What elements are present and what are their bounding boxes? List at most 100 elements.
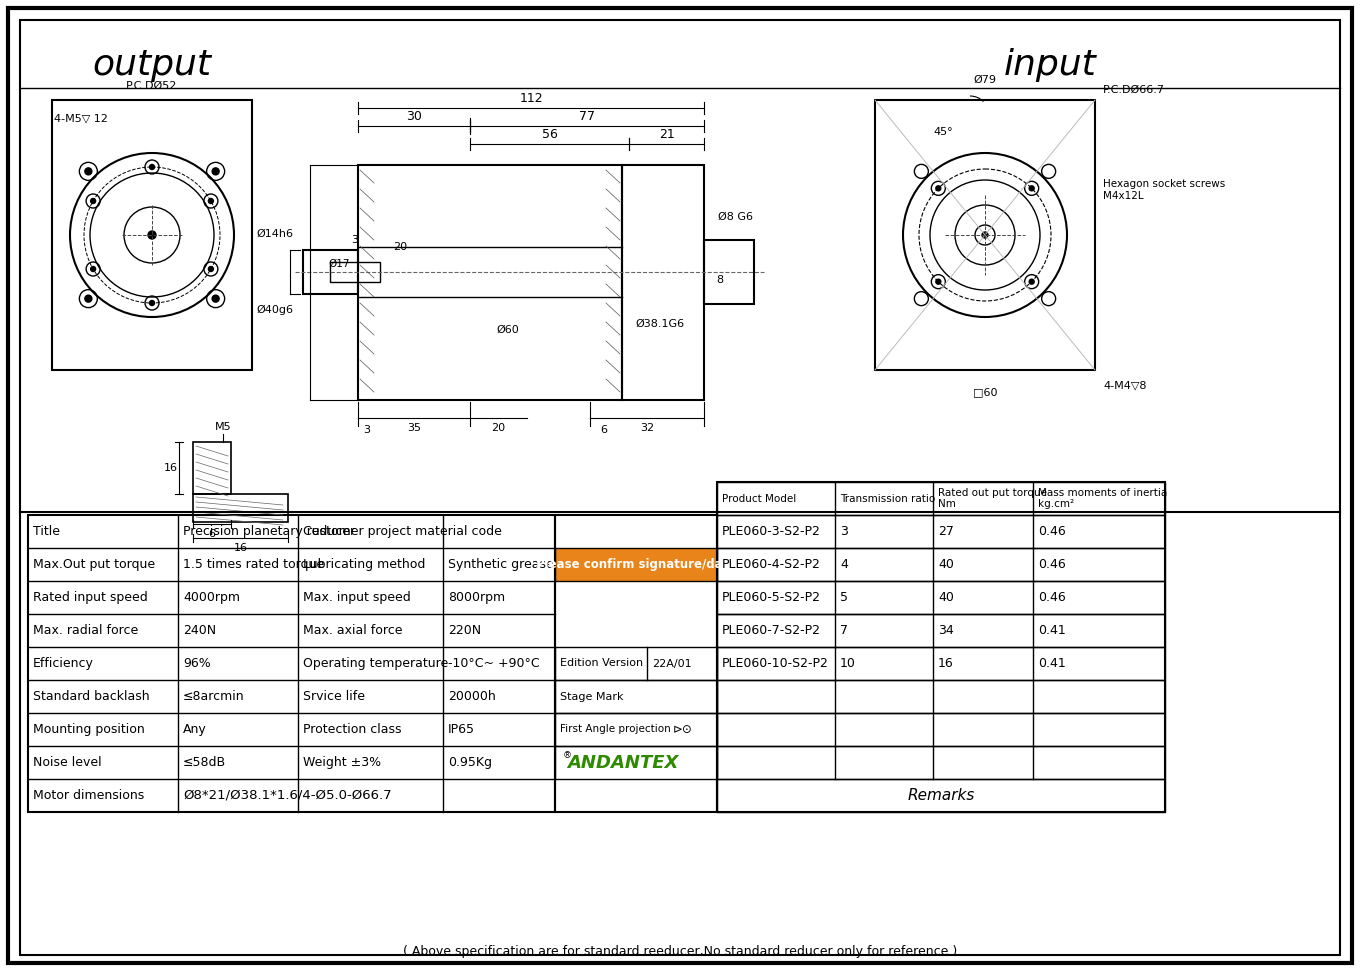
Bar <box>193 494 288 522</box>
Text: ≤58dB: ≤58dB <box>184 756 226 769</box>
Text: Customer project material code: Customer project material code <box>303 525 502 538</box>
Text: 220N: 220N <box>447 624 481 637</box>
Text: PLE060-10-S2-P2: PLE060-10-S2-P2 <box>722 657 828 670</box>
Circle shape <box>212 295 219 302</box>
Text: 3: 3 <box>363 425 370 435</box>
Circle shape <box>91 198 95 204</box>
Text: 56: 56 <box>541 128 558 142</box>
Text: Noise level: Noise level <box>33 756 102 769</box>
Bar <box>622 165 704 400</box>
Bar <box>704 240 753 304</box>
Text: 240N: 240N <box>184 624 216 637</box>
Bar <box>717 746 1166 779</box>
Circle shape <box>936 185 941 191</box>
Bar <box>358 165 622 400</box>
Bar <box>717 581 1166 614</box>
Text: 0.46: 0.46 <box>1038 591 1066 604</box>
Text: ( Above specification are for standard reeducer,No standard reducer only for ref: ( Above specification are for standard r… <box>403 946 957 958</box>
Text: 8000rpm: 8000rpm <box>447 591 505 604</box>
Circle shape <box>1030 280 1034 285</box>
Text: PLE060-3-S2-P2: PLE060-3-S2-P2 <box>722 525 821 538</box>
Text: Mass moments of inertia
kg.cm²: Mass moments of inertia kg.cm² <box>1038 487 1167 510</box>
Text: 5: 5 <box>840 591 849 604</box>
Text: 0.41: 0.41 <box>1038 624 1066 637</box>
Circle shape <box>208 198 214 204</box>
Bar <box>717 515 1166 548</box>
Circle shape <box>982 232 987 238</box>
Text: Max.Out put torque: Max.Out put torque <box>33 558 155 571</box>
Text: Weight ±3%: Weight ±3% <box>303 756 381 769</box>
Text: PLE060-7-S2-P2: PLE060-7-S2-P2 <box>722 624 821 637</box>
Text: 77: 77 <box>579 111 596 123</box>
Bar <box>555 548 717 581</box>
Text: Mounting position: Mounting position <box>33 723 144 736</box>
Text: Rated input speed: Rated input speed <box>33 591 148 604</box>
Circle shape <box>1030 185 1034 191</box>
Bar <box>717 647 1166 680</box>
Text: Transmission ratio: Transmission ratio <box>840 493 936 504</box>
Text: Ø17: Ø17 <box>328 259 350 269</box>
Text: Product Model: Product Model <box>722 493 796 504</box>
Text: Stage Mark: Stage Mark <box>560 691 623 701</box>
Text: Ø60: Ø60 <box>496 325 520 335</box>
Circle shape <box>150 164 155 170</box>
Text: Any: Any <box>184 723 207 736</box>
Bar <box>717 548 1166 581</box>
Circle shape <box>208 266 214 272</box>
Circle shape <box>936 280 941 285</box>
Text: Ø14h6: Ø14h6 <box>257 229 294 239</box>
Text: 16: 16 <box>165 463 178 473</box>
Text: ≤8arcmin: ≤8arcmin <box>184 690 245 703</box>
Circle shape <box>84 295 92 302</box>
Text: Max. input speed: Max. input speed <box>303 591 411 604</box>
Text: Max. axial force: Max. axial force <box>303 624 403 637</box>
Bar <box>717 713 1166 746</box>
Circle shape <box>150 300 155 306</box>
Bar <box>717 680 1166 713</box>
Text: 8: 8 <box>715 275 724 285</box>
Text: 45°: 45° <box>933 127 952 137</box>
Text: -10°C~ +90°C: -10°C~ +90°C <box>447 657 540 670</box>
Text: Srvice life: Srvice life <box>303 690 364 703</box>
Text: ®: ® <box>563 751 573 760</box>
Text: 6: 6 <box>208 529 215 539</box>
Text: Hexagon socket screws
M4x12L: Hexagon socket screws M4x12L <box>1103 180 1225 201</box>
Text: IP65: IP65 <box>447 723 475 736</box>
Text: 32: 32 <box>641 423 654 433</box>
Text: 1.5 times rated torque: 1.5 times rated torque <box>184 558 324 571</box>
Text: Rated out put torque
Nm: Rated out put torque Nm <box>938 487 1047 510</box>
Bar <box>29 515 555 812</box>
Text: ⊳⊙: ⊳⊙ <box>673 723 692 736</box>
Text: 34: 34 <box>938 624 953 637</box>
Circle shape <box>84 168 92 175</box>
Text: 20: 20 <box>491 423 505 433</box>
Circle shape <box>91 266 95 272</box>
Text: 96%: 96% <box>184 657 211 670</box>
Text: Motor dimensions: Motor dimensions <box>33 789 144 802</box>
Text: Max. radial force: Max. radial force <box>33 624 139 637</box>
Bar <box>193 442 231 494</box>
Text: Operating temperature: Operating temperature <box>303 657 449 670</box>
Text: Protection class: Protection class <box>303 723 401 736</box>
Text: 22A/01: 22A/01 <box>651 658 692 668</box>
Text: M5: M5 <box>215 422 231 432</box>
Text: 4-M4▽8: 4-M4▽8 <box>1103 380 1146 390</box>
Bar <box>717 614 1166 647</box>
Bar <box>303 250 358 294</box>
Text: 0.41: 0.41 <box>1038 657 1066 670</box>
Text: Synthetic grease: Synthetic grease <box>447 558 554 571</box>
Bar <box>555 713 717 746</box>
Text: input: input <box>1004 48 1096 82</box>
Text: Ø8 G6: Ø8 G6 <box>718 212 753 222</box>
Bar <box>555 680 717 713</box>
Text: Lubricating method: Lubricating method <box>303 558 426 571</box>
Text: Edition Version: Edition Version <box>560 658 643 668</box>
Text: 0.46: 0.46 <box>1038 525 1066 538</box>
Text: output: output <box>92 48 212 82</box>
Text: Efficiency: Efficiency <box>33 657 94 670</box>
Text: PLE060-5-S2-P2: PLE060-5-S2-P2 <box>722 591 821 604</box>
Bar <box>555 515 717 812</box>
Text: 20000h: 20000h <box>447 690 496 703</box>
Text: 30: 30 <box>407 111 422 123</box>
Text: □60: □60 <box>972 387 997 397</box>
